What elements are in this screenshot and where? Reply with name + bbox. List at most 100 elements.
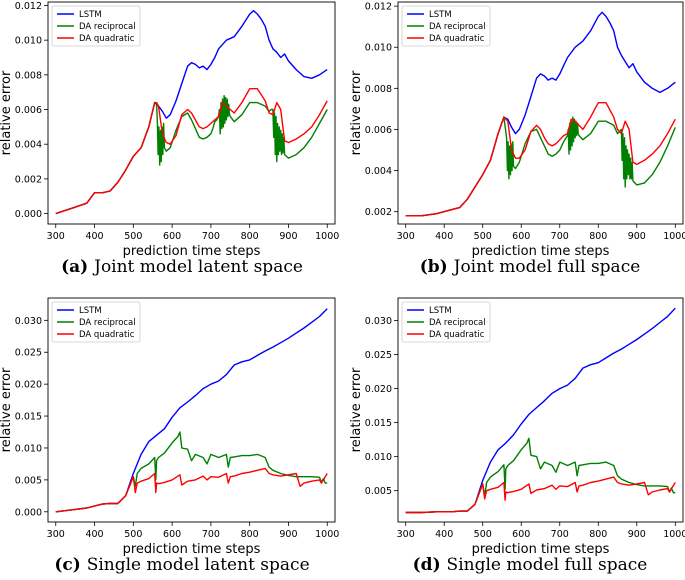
caption-text: Single model full space (447, 555, 648, 575)
chart-panel-1: 300 400 500 600 700 800 900 1000 0.000 0.002 0.004… (0, 1, 339, 277)
y-tick-label: 0.010 (15, 36, 42, 47)
series-group (405, 11, 676, 217)
y-tick-label: 0.030 (15, 316, 42, 327)
y-tick-label: 0.008 (15, 70, 42, 81)
x-tick-label: 900 (628, 529, 646, 540)
y-axis-label: relative error (0, 367, 14, 452)
y-tick-label: 0.030 (365, 316, 392, 327)
legend-label: DA reciprocal (79, 22, 136, 32)
x-tick-label: 600 (512, 529, 530, 540)
y-tick-label: 0.010 (365, 452, 392, 463)
x-tick-label: 1000 (663, 231, 685, 242)
x-tick-label: 900 (279, 529, 297, 540)
y-tick-label: 0.015 (365, 418, 392, 429)
caption-tag: (c) (54, 555, 86, 575)
x-tick-label: 600 (512, 231, 530, 242)
caption-tag: (a) (61, 257, 94, 277)
panel-caption: (a) Joint model latent space (61, 257, 303, 277)
x-tick-label: 1000 (315, 231, 339, 242)
x-tick-label: 400 (435, 231, 453, 242)
x-tick-label: 800 (589, 529, 607, 540)
y-tick-label: 0.000 (15, 209, 42, 220)
y-tick-label: 0.010 (365, 43, 392, 54)
panel-caption: (d) Single model full space (413, 555, 648, 575)
series-line-da-reciprocal (55, 94, 328, 215)
y-tick-label: 0.006 (365, 125, 392, 136)
legend-label: DA reciprocal (79, 318, 136, 328)
series-line-da-quadratic (405, 476, 676, 514)
panel-caption: (c) Single model latent space (54, 555, 309, 575)
caption-text: Single model latent space (87, 555, 310, 575)
y-axis-label: relative error (349, 367, 364, 452)
x-tick-label: 500 (474, 529, 492, 540)
x-tick-label: 700 (551, 529, 569, 540)
legend-label: LSTM (79, 306, 102, 316)
panel-caption: (b) Joint model full space (420, 257, 641, 277)
legend-label: DA quadratic (79, 34, 135, 44)
legend-box (51, 5, 141, 47)
y-tick-label: 0.006 (15, 105, 42, 116)
chart-panel-3: 300 400 500 600 700 800 900 1000 0.000 0.005 0.010… (0, 297, 339, 575)
legend: LSTM DA reciprocal DA quadratic (51, 301, 141, 343)
caption-text: Joint model latent space (92, 257, 303, 277)
x-tick-label: 800 (241, 231, 259, 242)
y-tick-label: 0.012 (365, 2, 392, 13)
legend-label: DA reciprocal (429, 318, 486, 328)
x-tick-label: 700 (551, 231, 569, 242)
series-line-da-quadratic (55, 467, 328, 513)
x-tick-label: 500 (124, 231, 142, 242)
series-group (405, 307, 676, 514)
legend-label: LSTM (79, 10, 102, 20)
x-tick-label: 900 (628, 231, 646, 242)
y-tick-label: 0.020 (15, 380, 42, 391)
y-tick-label: 0.025 (365, 350, 392, 361)
legend-label: DA quadratic (429, 34, 485, 44)
legend-label: DA quadratic (429, 330, 485, 340)
y-tick-label: 0.004 (15, 140, 42, 151)
x-tick-label: 800 (241, 529, 259, 540)
x-tick-label: 300 (397, 529, 415, 540)
y-tick-label: 0.002 (15, 174, 42, 185)
y-tick-label: 0.000 (15, 507, 42, 518)
y-tick-label: 0.025 (15, 348, 42, 359)
x-tick-label: 300 (47, 529, 65, 540)
caption-tag: (d) (413, 555, 447, 575)
x-tick-label: 300 (47, 231, 65, 242)
legend-label: LSTM (429, 306, 452, 316)
chart-panel-2: 300 400 500 600 700 800 900 1000 0.002 0.004 0.006… (349, 1, 685, 277)
x-tick-label: 400 (85, 529, 103, 540)
x-tick-label: 600 (163, 529, 181, 540)
y-tick-label: 0.010 (15, 443, 42, 454)
x-tick-label: 600 (163, 231, 181, 242)
y-tick-label: 0.004 (365, 166, 392, 177)
legend: LSTM DA reciprocal DA quadratic (51, 5, 141, 47)
x-tick-label: 400 (435, 529, 453, 540)
x-tick-label: 500 (124, 529, 142, 540)
caption-tag: (b) (420, 257, 454, 277)
series-line-da-quadratic (55, 87, 328, 215)
series-line-da-quadratic (405, 101, 676, 217)
y-tick-label: 0.002 (365, 207, 392, 218)
y-tick-label: 0.005 (15, 475, 42, 486)
x-tick-label: 1000 (663, 529, 685, 540)
legend-label: DA reciprocal (429, 22, 486, 32)
series-group (55, 308, 328, 513)
x-tick-label: 400 (85, 231, 103, 242)
legend-box (401, 301, 491, 343)
y-axis-label: relative error (349, 70, 364, 155)
legend-label: DA quadratic (79, 330, 135, 340)
legend-box (401, 5, 491, 47)
legend-label: LSTM (429, 10, 452, 20)
x-tick-label: 800 (589, 231, 607, 242)
y-tick-label: 0.005 (365, 486, 392, 497)
x-tick-label: 1000 (315, 529, 339, 540)
caption-text: Joint model full space (452, 257, 641, 277)
chart-panel-4: 300 400 500 600 700 800 900 1000 0.005 0.010 0.015… (349, 297, 685, 575)
y-tick-label: 0.012 (15, 1, 42, 12)
x-tick-label: 300 (397, 231, 415, 242)
legend: LSTM DA reciprocal DA quadratic (401, 5, 491, 47)
x-axis-label: prediction time steps (472, 244, 610, 259)
x-axis-label: prediction time steps (123, 542, 261, 557)
x-tick-label: 700 (202, 529, 220, 540)
